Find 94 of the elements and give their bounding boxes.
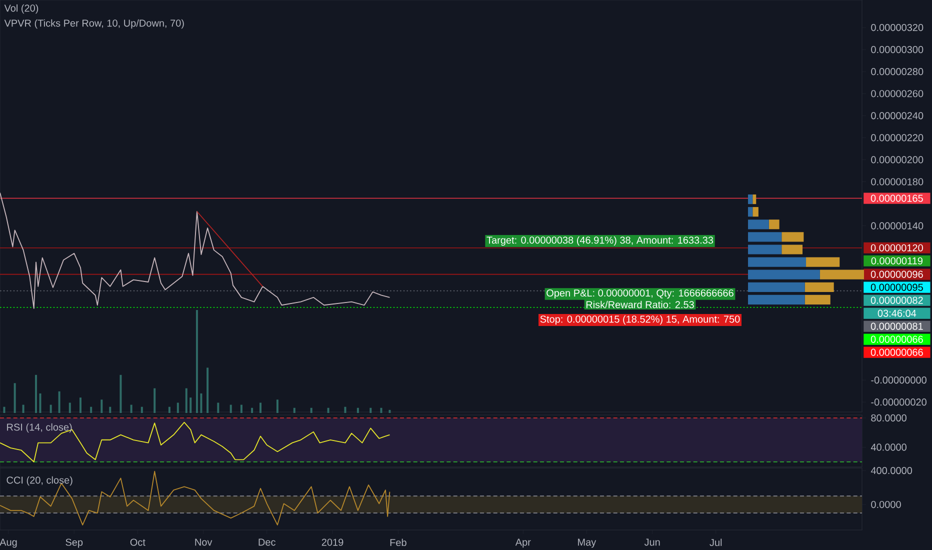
bar [251,408,254,413]
bar [748,244,782,254]
text: RSI (14, close) [7,423,72,433]
text: CCI (20, close) [6,476,72,486]
ref-line-label: 0.00000096 [870,270,923,278]
bar [388,410,391,413]
bar [380,408,382,413]
x-tick-label: Sep [66,538,83,548]
bar [804,294,830,305]
bar [217,402,220,413]
y-tick-label: 40.0000 [870,444,906,451]
bar [58,391,60,413]
y-tick-label: 0.00000320 [871,24,924,32]
x-tick-label: Jul [710,538,722,546]
line-series [0,470,390,526]
annotation: Stop: 0.00000015 (18.52%) 15, Amount: 750 [540,315,740,325]
bar [806,257,840,267]
y-tick-label: 0.00000220 [871,134,924,142]
bar [120,374,122,413]
y-tick-label: 0.00000180 [871,178,924,186]
x-tick-label: 2019 [322,538,344,546]
bar [190,398,192,413]
bar [100,400,103,413]
bar [356,408,359,413]
x-tick-label: Feb [390,538,406,546]
text: 03:46:04 [878,310,916,317]
y-tick-label: -0.00000020 [871,398,926,406]
bar [752,207,758,217]
bar [748,220,769,230]
text: 0.00000082 [870,296,923,304]
y-tick-label: 0.00000200 [871,156,924,164]
bar [39,393,42,413]
y-tick-label: 80.0000 [871,414,906,422]
bar [748,207,753,217]
bar [370,408,372,413]
bar [748,194,753,204]
bar [748,270,820,280]
text: 0.00000095 [870,284,923,291]
ref-line-label: 0.00000066 [870,336,923,343]
bar [50,404,52,413]
y-tick-label: -0.00000000 [871,376,926,384]
bar [748,257,806,267]
bar [185,388,188,413]
bar [804,282,834,292]
ref-line-label: 0.00000165 [870,194,923,202]
bar [22,404,24,413]
y-tick-label: 400.0000 [870,467,912,474]
text: 0.00000119 [871,257,922,264]
bar [748,282,805,292]
annotation: Vol (20) [4,4,38,14]
bar [748,294,805,305]
bar [35,374,38,413]
x-tick-label: Jun [644,538,660,546]
annotation: Target: 0.00000038 (46.91%) 38, Amount: 1633.33 [486,236,714,246]
bar [196,310,198,413]
y-tick-label: 0.00000140 [871,222,924,230]
text: 0.00000066 [870,348,923,356]
bar [140,406,143,413]
annotation: VPVR (Ticks Per Row, 10, Up/Down, 70) [4,19,184,29]
bar [344,406,346,413]
bar [200,393,202,413]
y-tick-label: 0.00000300 [871,46,924,54]
bar [327,408,330,413]
bar [68,402,71,413]
y-tick-label: 0.00000240 [871,112,924,120]
bar [168,406,170,413]
x-tick-label: Nov [195,538,212,546]
bar [782,232,804,242]
bar [154,388,156,413]
y-tick-label: 0.00000280 [871,68,924,76]
bar [230,404,232,413]
x-tick-label: May [578,538,596,548]
y-tick-label: 0.0000 [871,500,901,508]
bar [748,232,782,242]
bar [768,220,780,230]
x-tick-label: Apr [515,538,531,548]
annotation: Risk/Reward Ratio: 2.53 [586,300,694,308]
bar [109,406,112,413]
x-tick-label: Dec [258,538,276,546]
bar [176,402,179,413]
ref-line-label: 0.00000120 [870,244,923,252]
x-tick-label: Aug [0,538,17,548]
bar [782,244,803,254]
line-series [0,422,390,462]
text: 0.00000081 [870,322,923,330]
bar [90,406,92,413]
bar [752,194,756,204]
x-tick-label: Oct [130,538,146,546]
annotation: Open P&L: 0.00000001, Qty: 1666666666 [546,289,734,299]
y-tick-label: 0.00000260 [871,90,924,98]
line-series [0,192,390,309]
bar [260,402,262,413]
bar [310,408,312,413]
bar [3,406,6,413]
